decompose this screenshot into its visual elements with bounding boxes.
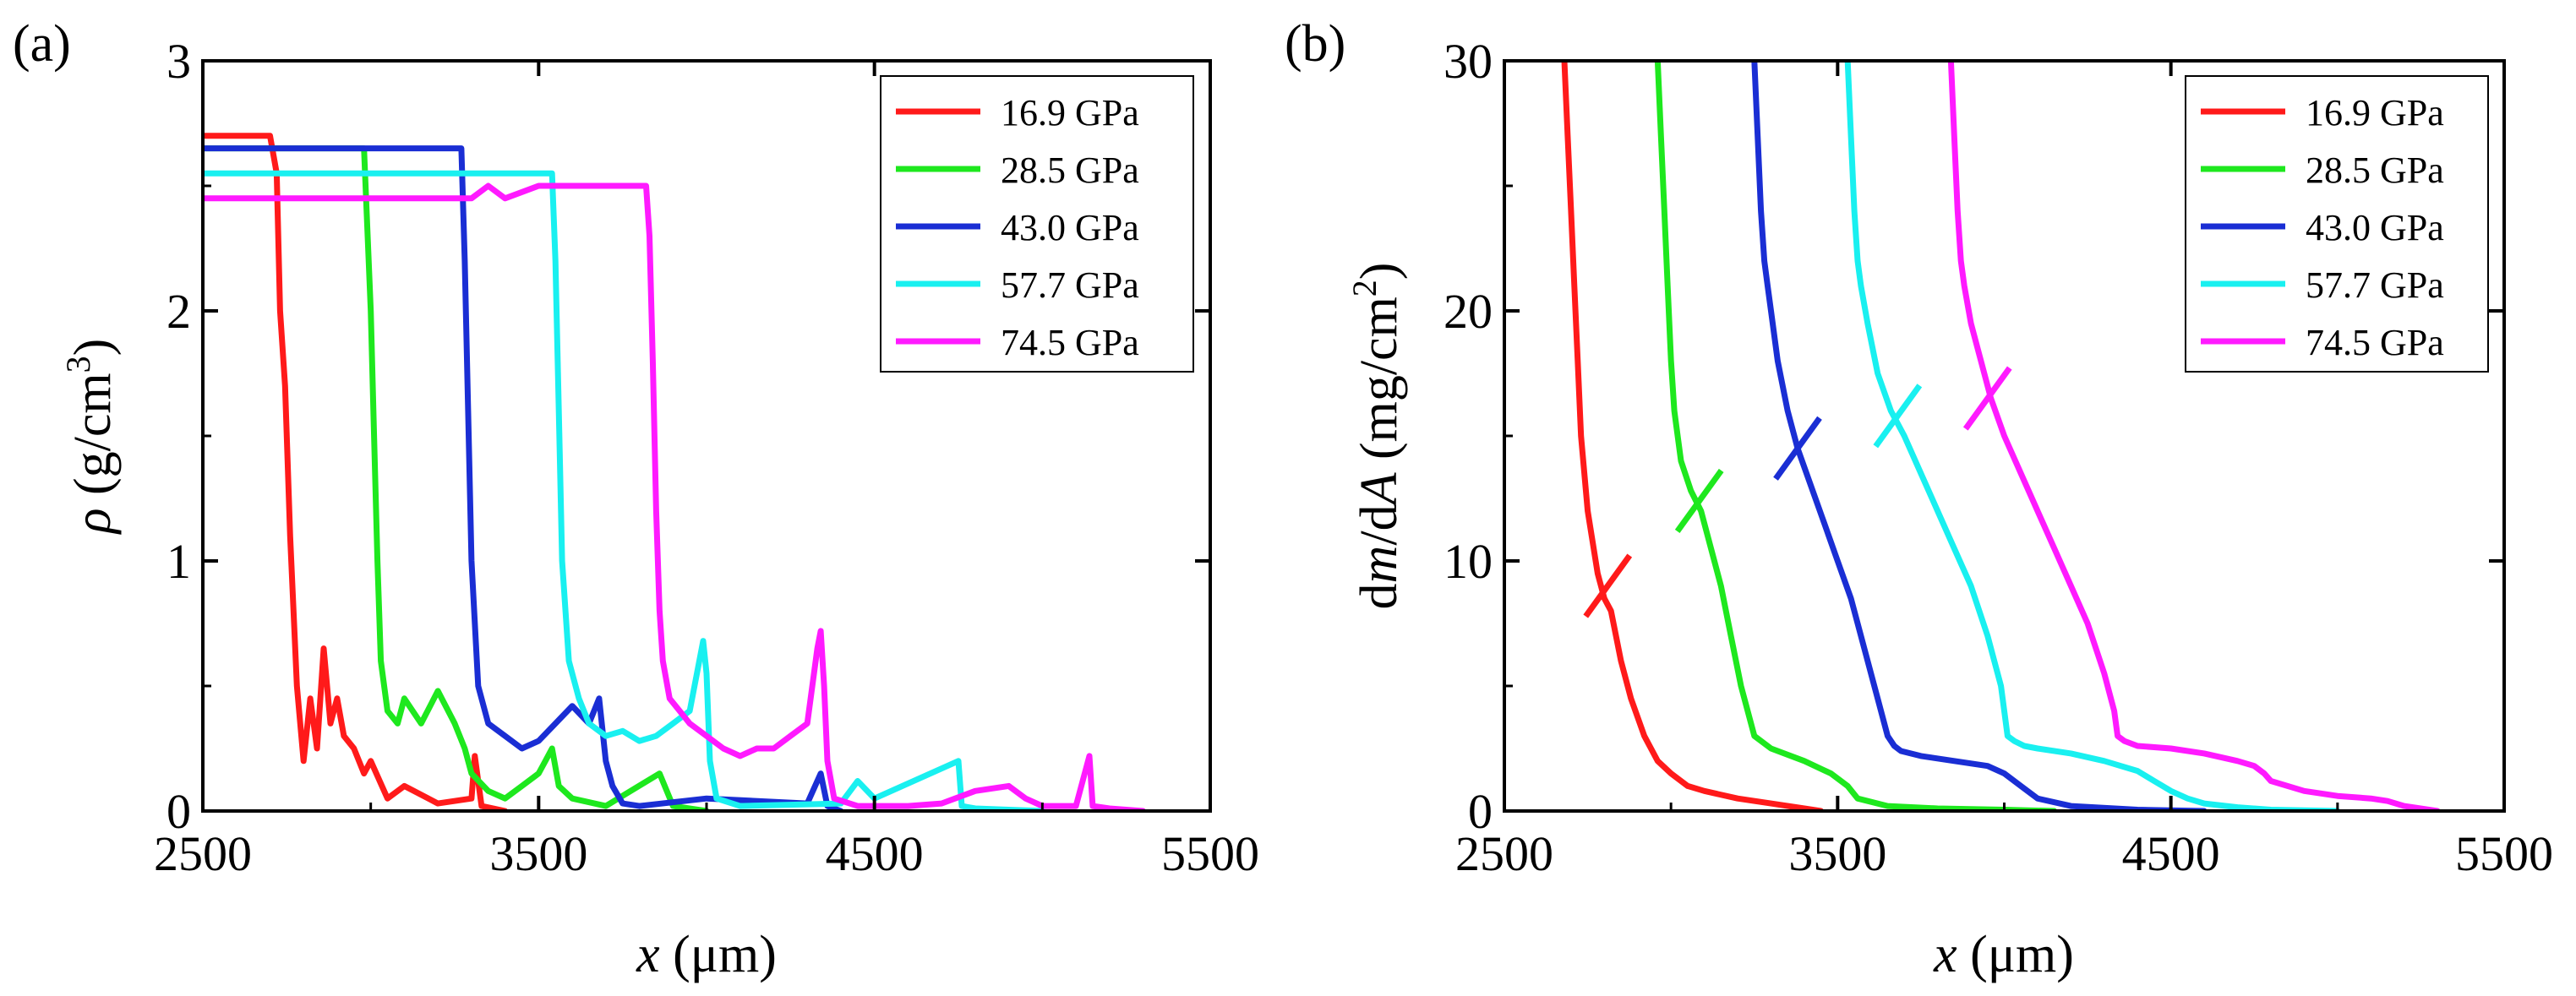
y-axis-label-b-d1: d	[1351, 583, 1408, 609]
series-a	[203, 133, 1146, 811]
panel-a: (a) 2500 3500 4500 5500 0 1 2 3 x (μm) ρ (g/cm…	[13, 15, 1259, 983]
y-axis-label-b-m: m	[1351, 546, 1408, 584]
y-axis-label-b-d2: /d	[1351, 504, 1408, 545]
y-axis-label-b-A: A	[1351, 471, 1408, 508]
legend-label: 43.0 GPa	[1001, 207, 1139, 248]
y-tick-label: 20	[1444, 284, 1493, 339]
y-axis-label-a-unit: (g/cm	[64, 373, 122, 508]
cross-marker-4	[1962, 366, 2012, 431]
x-axis-label-a-unit: (μm)	[660, 926, 777, 983]
y-tick-label: 0	[166, 784, 191, 839]
x-tick-label: 3500	[489, 826, 587, 881]
x-axis-label-b-unit: (μm)	[1957, 926, 2074, 983]
x-tick-label: 4500	[2122, 826, 2220, 881]
y-axis-label-b: dm/dA (mg/cm2)	[1345, 263, 1408, 610]
x-axis-label-a-var: x	[636, 926, 660, 983]
x-ticks-b: 2500 3500 4500 5500	[1455, 61, 2553, 881]
series-line-b-4	[1947, 61, 2441, 811]
y-tick-label: 1	[166, 534, 191, 589]
y-axis-label-b-unit: (mg/cm	[1351, 297, 1408, 472]
panel-b-label: (b)	[1285, 15, 1345, 73]
y-tick-label: 3	[166, 34, 191, 89]
cross-markers-b	[1583, 366, 2012, 618]
x-axis-label-a: x (μm)	[636, 926, 777, 983]
panel-b: (b) 2500 3500 4500 5500 0 10 20 30 x (μm) dm/d…	[1285, 15, 2553, 983]
legend-label: 43.0 GPa	[2306, 207, 2444, 248]
x-tick-label: 3500	[1788, 826, 1886, 881]
series-line-b-0	[1561, 61, 1825, 811]
legend-b-items: 16.9 GPa 28.5 GPa 43.0 GPa 57.7 GPa 74.5 GPa	[2201, 92, 2444, 363]
y-tick-label: 2	[166, 284, 191, 339]
legend-label: 16.9 GPa	[2306, 92, 2444, 133]
x-tick-label: 2500	[1455, 826, 1553, 881]
x-tick-label: 5500	[2455, 826, 2553, 881]
legend-label: 74.5 GPa	[2306, 322, 2444, 363]
legend-label: 57.7 GPa	[1001, 264, 1139, 306]
panel-a-label: (a)	[13, 15, 71, 73]
y-axis-label-b-sup: 2	[1345, 280, 1384, 297]
cross-marker-3	[1873, 384, 1923, 449]
y-axis-label-b-close: )	[1351, 263, 1408, 280]
x-tick-label: 2500	[154, 826, 252, 881]
series-line-a-2	[203, 145, 844, 811]
y-axis-label-a-close: )	[64, 339, 122, 356]
x-tick-label: 4500	[826, 826, 924, 881]
legend-label: 74.5 GPa	[1001, 322, 1139, 363]
cross-marker-2	[1773, 416, 1822, 481]
legend-a-items: 16.9 GPa 28.5 GPa 43.0 GPa 57.7 GPa 74.5 GPa	[896, 92, 1139, 363]
cross-marker-0	[1583, 553, 1633, 618]
legend-label: 16.9 GPa	[1001, 92, 1139, 133]
y-ticks-b: 0 10 20 30	[1444, 34, 2504, 839]
series-line-a-1	[203, 145, 710, 811]
legend-b: 16.9 GPa 28.5 GPa 43.0 GPa 57.7 GPa 74.5 GPa	[2185, 75, 2489, 373]
series-line-a-4	[203, 182, 1146, 811]
series-line-b-3	[1844, 61, 2341, 811]
x-axis-label-b-var: x	[1933, 926, 1957, 983]
series-line-b-2	[1751, 61, 2208, 811]
series-line-a-0	[203, 133, 509, 811]
y-axis-label-a-var: ρ	[64, 509, 122, 536]
legend-label: 28.5 GPa	[2306, 150, 2444, 191]
y-axis-label-a-sup: 3	[59, 356, 97, 373]
x-ticks-a: 2500 3500 4500 5500	[154, 61, 1259, 881]
x-axis-label-b: x (μm)	[1933, 926, 2074, 983]
cross-marker-1	[1674, 468, 1724, 534]
series-b	[1561, 61, 2441, 811]
y-axis-label-a: ρ (g/cm3)	[59, 339, 122, 536]
y-tick-label: 0	[1468, 784, 1493, 839]
y-tick-label: 30	[1444, 34, 1493, 89]
legend-a: 16.9 GPa 28.5 GPa 43.0 GPa 57.7 GPa 74.5 GPa	[880, 75, 1194, 373]
y-ticks-a: 0 1 2 3	[166, 34, 1210, 839]
legend-label: 57.7 GPa	[2306, 264, 2444, 306]
series-line-b-1	[1654, 61, 2058, 811]
legend-label: 28.5 GPa	[1001, 150, 1139, 191]
y-tick-label: 10	[1444, 534, 1493, 589]
x-tick-label: 5500	[1161, 826, 1259, 881]
